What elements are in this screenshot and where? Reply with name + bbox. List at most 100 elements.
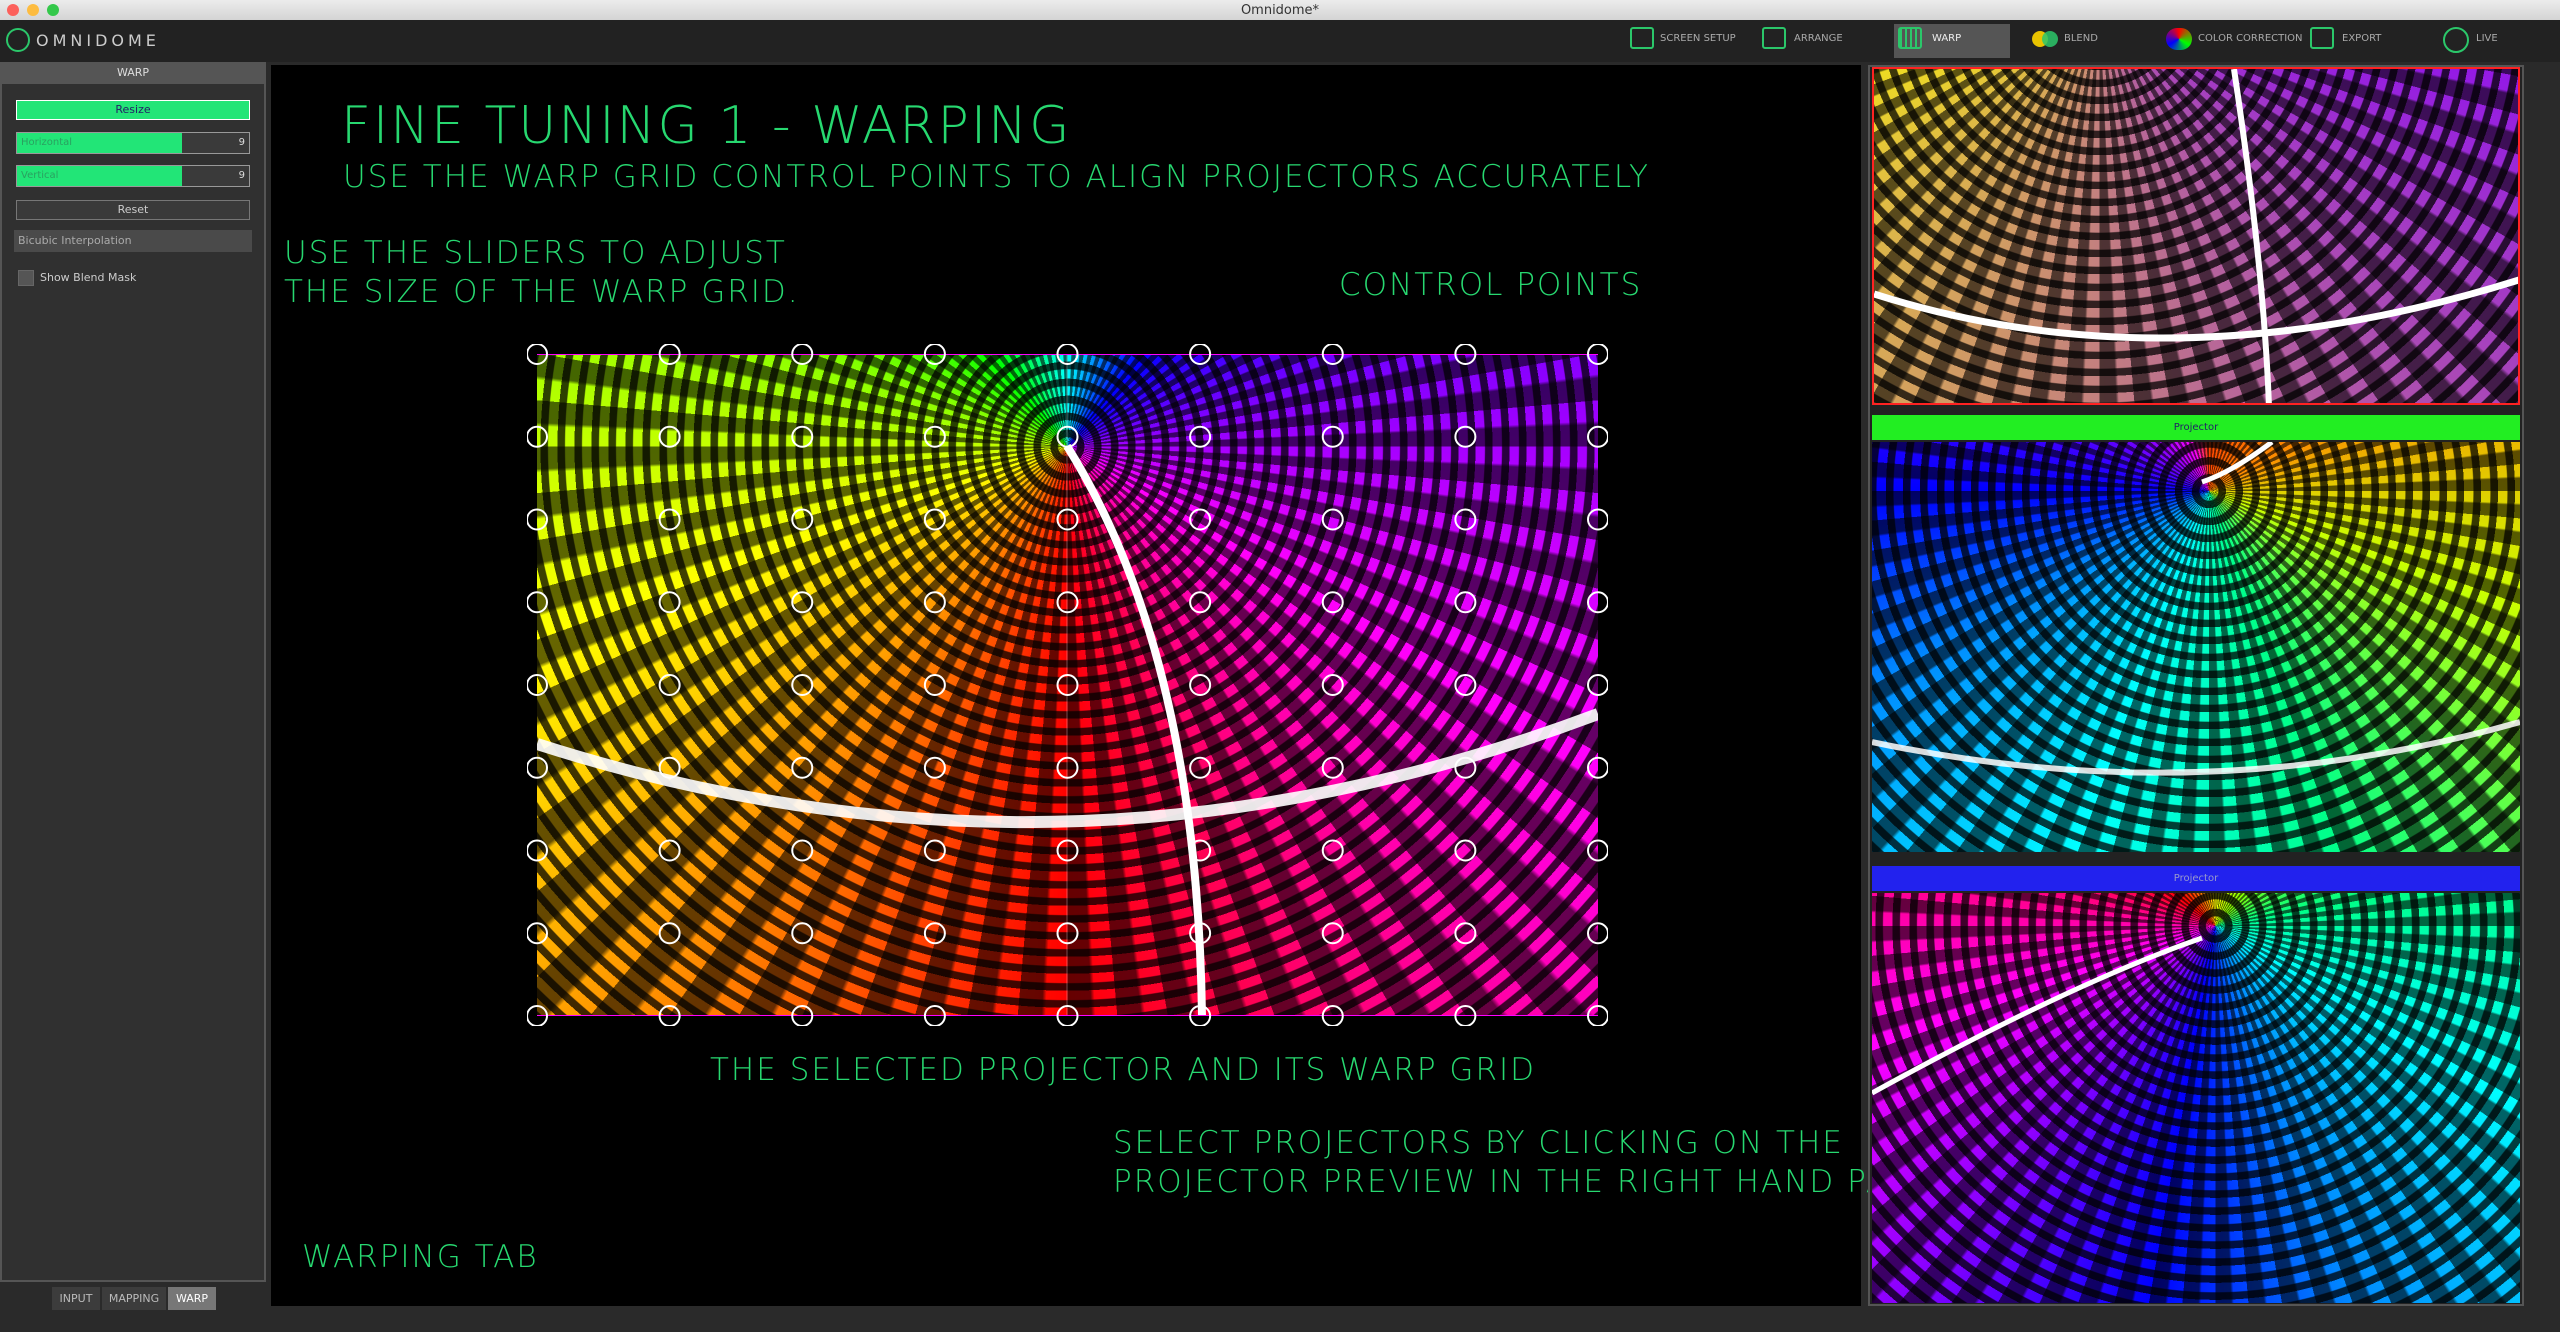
control-point[interactable]	[1321, 508, 1344, 531]
control-point[interactable]	[1056, 1005, 1079, 1026]
projector-preview[interactable]	[1872, 442, 2520, 852]
control-point[interactable]	[658, 1005, 681, 1026]
control-point[interactable]	[1587, 508, 1608, 531]
projector-preview[interactable]	[1872, 67, 2520, 405]
control-point[interactable]	[527, 425, 548, 448]
control-point[interactable]	[1189, 674, 1212, 696]
projector-header[interactable]: Projector	[1872, 415, 2520, 440]
control-point[interactable]	[1189, 425, 1212, 448]
control-point[interactable]	[1189, 508, 1212, 531]
control-point[interactable]	[791, 508, 814, 531]
control-point[interactable]	[923, 591, 946, 614]
zoom-button[interactable]	[47, 4, 59, 16]
control-point[interactable]	[1587, 344, 1608, 365]
control-point[interactable]	[923, 674, 946, 696]
control-point[interactable]	[527, 344, 548, 365]
control-point[interactable]	[658, 591, 681, 614]
control-point[interactable]	[1189, 591, 1212, 614]
control-point[interactable]	[1189, 344, 1212, 365]
control-point[interactable]	[1587, 756, 1608, 779]
control-point[interactable]	[1454, 1005, 1477, 1026]
toolbar-item[interactable]: EXPORT	[2342, 33, 2382, 44]
control-point[interactable]	[527, 1005, 548, 1026]
control-point[interactable]	[527, 508, 548, 531]
interpolation-select[interactable]: Bicubic Interpolation	[14, 230, 252, 252]
control-point[interactable]	[658, 839, 681, 862]
slider[interactable]: Vertical 9	[16, 165, 250, 187]
checkbox-label[interactable]: Show Blend Mask	[40, 271, 137, 284]
control-point[interactable]	[1454, 839, 1477, 862]
control-point[interactable]	[527, 922, 548, 945]
control-point[interactable]	[1321, 674, 1344, 696]
warp-preview[interactable]	[537, 354, 1598, 1016]
control-point[interactable]	[1189, 839, 1212, 862]
close-button[interactable]	[7, 4, 19, 16]
control-point[interactable]	[527, 591, 548, 614]
slider[interactable]: Horizontal 9	[16, 132, 250, 154]
control-point[interactable]	[1321, 756, 1344, 779]
control-point[interactable]	[1056, 922, 1079, 945]
control-point[interactable]	[527, 839, 548, 862]
control-point[interactable]	[1056, 425, 1079, 448]
control-point[interactable]	[791, 425, 814, 448]
control-point[interactable]	[791, 839, 814, 862]
control-point[interactable]	[1321, 922, 1344, 945]
control-point[interactable]	[923, 839, 946, 862]
control-point[interactable]	[1056, 756, 1079, 779]
control-point[interactable]	[791, 591, 814, 614]
control-point[interactable]	[658, 922, 681, 945]
control-point[interactable]	[658, 756, 681, 779]
control-point[interactable]	[1587, 839, 1608, 862]
control-point[interactable]	[1454, 344, 1477, 365]
control-point[interactable]	[1056, 839, 1079, 862]
control-point[interactable]	[1189, 1005, 1212, 1026]
control-point[interactable]	[1056, 674, 1079, 696]
toolbar-item[interactable]: COLOR CORRECTION	[2198, 33, 2303, 44]
control-point[interactable]	[791, 674, 814, 696]
control-point[interactable]	[791, 922, 814, 945]
control-point[interactable]	[923, 508, 946, 531]
reset-button[interactable]: Reset	[16, 200, 250, 220]
tab[interactable]: MAPPING	[102, 1287, 166, 1310]
control-point[interactable]	[923, 756, 946, 779]
toolbar-item[interactable]: ARRANGE	[1794, 33, 1843, 44]
control-point[interactable]	[1056, 591, 1079, 614]
control-point[interactable]	[527, 674, 548, 696]
control-point[interactable]	[1189, 922, 1212, 945]
control-point[interactable]	[658, 344, 681, 365]
control-point[interactable]	[1189, 756, 1212, 779]
control-point[interactable]	[1321, 425, 1344, 448]
control-points[interactable]	[527, 344, 1608, 1026]
projector-preview[interactable]	[1872, 893, 2520, 1303]
control-point[interactable]	[791, 1005, 814, 1026]
control-point[interactable]	[1587, 1005, 1608, 1026]
control-point[interactable]	[1454, 922, 1477, 945]
checkbox[interactable]	[18, 270, 34, 286]
control-point[interactable]	[1056, 344, 1079, 365]
control-point[interactable]	[1454, 508, 1477, 531]
minimize-button[interactable]	[27, 4, 39, 16]
projector-header[interactable]: Projector	[1872, 866, 2520, 891]
control-point[interactable]	[1454, 425, 1477, 448]
control-point[interactable]	[527, 756, 548, 779]
toolbar-item[interactable]: WARP	[1932, 33, 1962, 44]
control-point[interactable]	[1454, 591, 1477, 614]
control-point[interactable]	[923, 425, 946, 448]
toolbar-item[interactable]: SCREEN SETUP	[1660, 33, 1736, 44]
control-point[interactable]	[1321, 344, 1344, 365]
control-point[interactable]	[1321, 1005, 1344, 1026]
control-point[interactable]	[1454, 674, 1477, 696]
control-point[interactable]	[1587, 922, 1608, 945]
control-point[interactable]	[658, 508, 681, 531]
toolbar-item[interactable]: LIVE	[2476, 33, 2498, 44]
control-point[interactable]	[923, 922, 946, 945]
control-point[interactable]	[1321, 839, 1344, 862]
toolbar-item[interactable]: BLEND	[2064, 33, 2098, 44]
control-point[interactable]	[1587, 425, 1608, 448]
control-point[interactable]	[1454, 756, 1477, 779]
control-point[interactable]	[923, 344, 946, 365]
tab[interactable]: WARP	[168, 1287, 216, 1310]
control-point[interactable]	[658, 674, 681, 696]
resize-button[interactable]: Resize	[16, 100, 250, 120]
control-point[interactable]	[1056, 508, 1079, 531]
